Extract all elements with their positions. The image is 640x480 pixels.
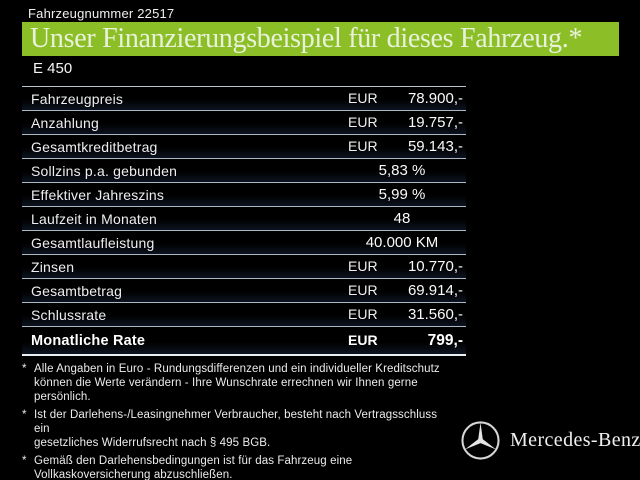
model-name: E 450: [33, 60, 73, 77]
brand-name: Mercedes-Benz: [510, 429, 640, 451]
table-row: Anzahlung EUR 19.757,-: [22, 111, 466, 135]
footnote-marker: *: [22, 455, 27, 467]
row-value: 5,83 %: [378, 162, 426, 179]
row-value: 40.000 KM: [365, 234, 439, 251]
footnotes: * Alle Angaben in Euro - Rundungsdifferen…: [22, 362, 454, 480]
row-currency: EUR: [348, 331, 378, 348]
table-row: Effektiver Jahreszins 5,99 %: [22, 183, 466, 207]
row-value-area: 48: [348, 210, 466, 227]
row-value-area: 5,83 %: [348, 162, 466, 179]
row-value-area: EUR 799,-: [348, 332, 466, 350]
row-value-area: EUR 69.914,-: [348, 282, 466, 299]
table-row: Zinsen EUR 10.770,-: [22, 255, 466, 279]
row-value: 10.770,-: [407, 258, 463, 275]
row-label: Gesamtlaufleistung: [31, 234, 155, 251]
finance-table: Fahrzeugpreis EUR 78.900,- Anzahlung EUR 19.7…: [22, 86, 466, 356]
page-title: Unser Finanzierungsbeispiel für dieses F…: [30, 23, 583, 54]
table-row: Monatliche Rate EUR 799,-: [22, 327, 466, 356]
table-row: Sollzins p.a. gebunden 5,83 %: [22, 159, 466, 183]
row-label: Fahrzeugpreis: [31, 90, 124, 107]
footnote: * Alle Angaben in Euro - Rundungsdifferen…: [22, 362, 454, 404]
table-row: Fahrzeugpreis EUR 78.900,-: [22, 87, 466, 111]
row-value-area: EUR 10.770,-: [348, 258, 466, 275]
row-currency: EUR: [348, 306, 378, 322]
footnote-text: Alle Angaben in Euro - Rundungsdifferenz…: [34, 363, 440, 403]
mercedes-star-icon: [461, 421, 500, 460]
row-label: Monatliche Rate: [31, 332, 146, 349]
table-row: Laufzeit in Monaten 48: [22, 207, 466, 231]
row-value-area: EUR 31.560,-: [348, 306, 466, 323]
row-value: 48: [393, 210, 411, 227]
row-value: 69.914,-: [407, 282, 463, 299]
row-value-area: 40.000 KM: [348, 234, 466, 251]
footnote-marker: *: [22, 409, 27, 421]
row-value-area: 5,99 %: [348, 186, 466, 203]
row-label: Effektiver Jahreszins: [31, 186, 165, 203]
row-currency: EUR: [348, 90, 378, 106]
vehicle-number: Fahrzeugnummer 22517: [28, 6, 175, 21]
footnote-text: Ist der Darlehens-/Leasingnehmer Verbrau…: [34, 409, 438, 449]
footnote-marker: *: [22, 363, 27, 375]
row-value: 5,99 %: [378, 186, 426, 203]
table-row: Gesamtbetrag EUR 69.914,-: [22, 279, 466, 303]
title-bar: Unser Finanzierungsbeispiel für dieses F…: [22, 22, 619, 56]
row-currency: EUR: [348, 258, 378, 274]
table-row: Gesamtkreditbetrag EUR 59.143,-: [22, 135, 466, 159]
row-label: Anzahlung: [31, 114, 99, 131]
row-value-area: EUR 78.900,-: [348, 90, 466, 107]
row-label: Laufzeit in Monaten: [31, 210, 157, 227]
row-label: Zinsen: [31, 258, 75, 275]
row-value: 78.900,-: [407, 90, 463, 107]
table-row: Schlussrate EUR 31.560,-: [22, 303, 466, 327]
footnote: * Ist der Darlehens-/Leasingnehmer Verbra…: [22, 408, 454, 450]
row-label: Gesamtkreditbetrag: [31, 138, 158, 155]
row-value: 59.143,-: [407, 138, 463, 155]
row-value-area: EUR 19.757,-: [348, 114, 466, 131]
row-currency: EUR: [348, 114, 378, 130]
row-value: 19.757,-: [407, 114, 463, 131]
row-value: 799,-: [427, 331, 463, 349]
footnote-text: Gemäß den Darlehensbedingungen ist für d…: [34, 455, 353, 480]
brand: Mercedes-Benz: [460, 420, 640, 461]
row-label: Schlussrate: [31, 306, 107, 323]
row-label: Gesamtbetrag: [31, 282, 123, 299]
row-value: 31.560,-: [407, 306, 463, 323]
row-currency: EUR: [348, 138, 378, 154]
row-label: Sollzins p.a. gebunden: [31, 162, 178, 179]
footnote: * Gemäß den Darlehensbedingungen ist für …: [22, 454, 454, 480]
row-value-area: EUR 59.143,-: [348, 138, 466, 155]
table-row: Gesamtlaufleistung 40.000 KM: [22, 231, 466, 255]
row-currency: EUR: [348, 282, 378, 298]
